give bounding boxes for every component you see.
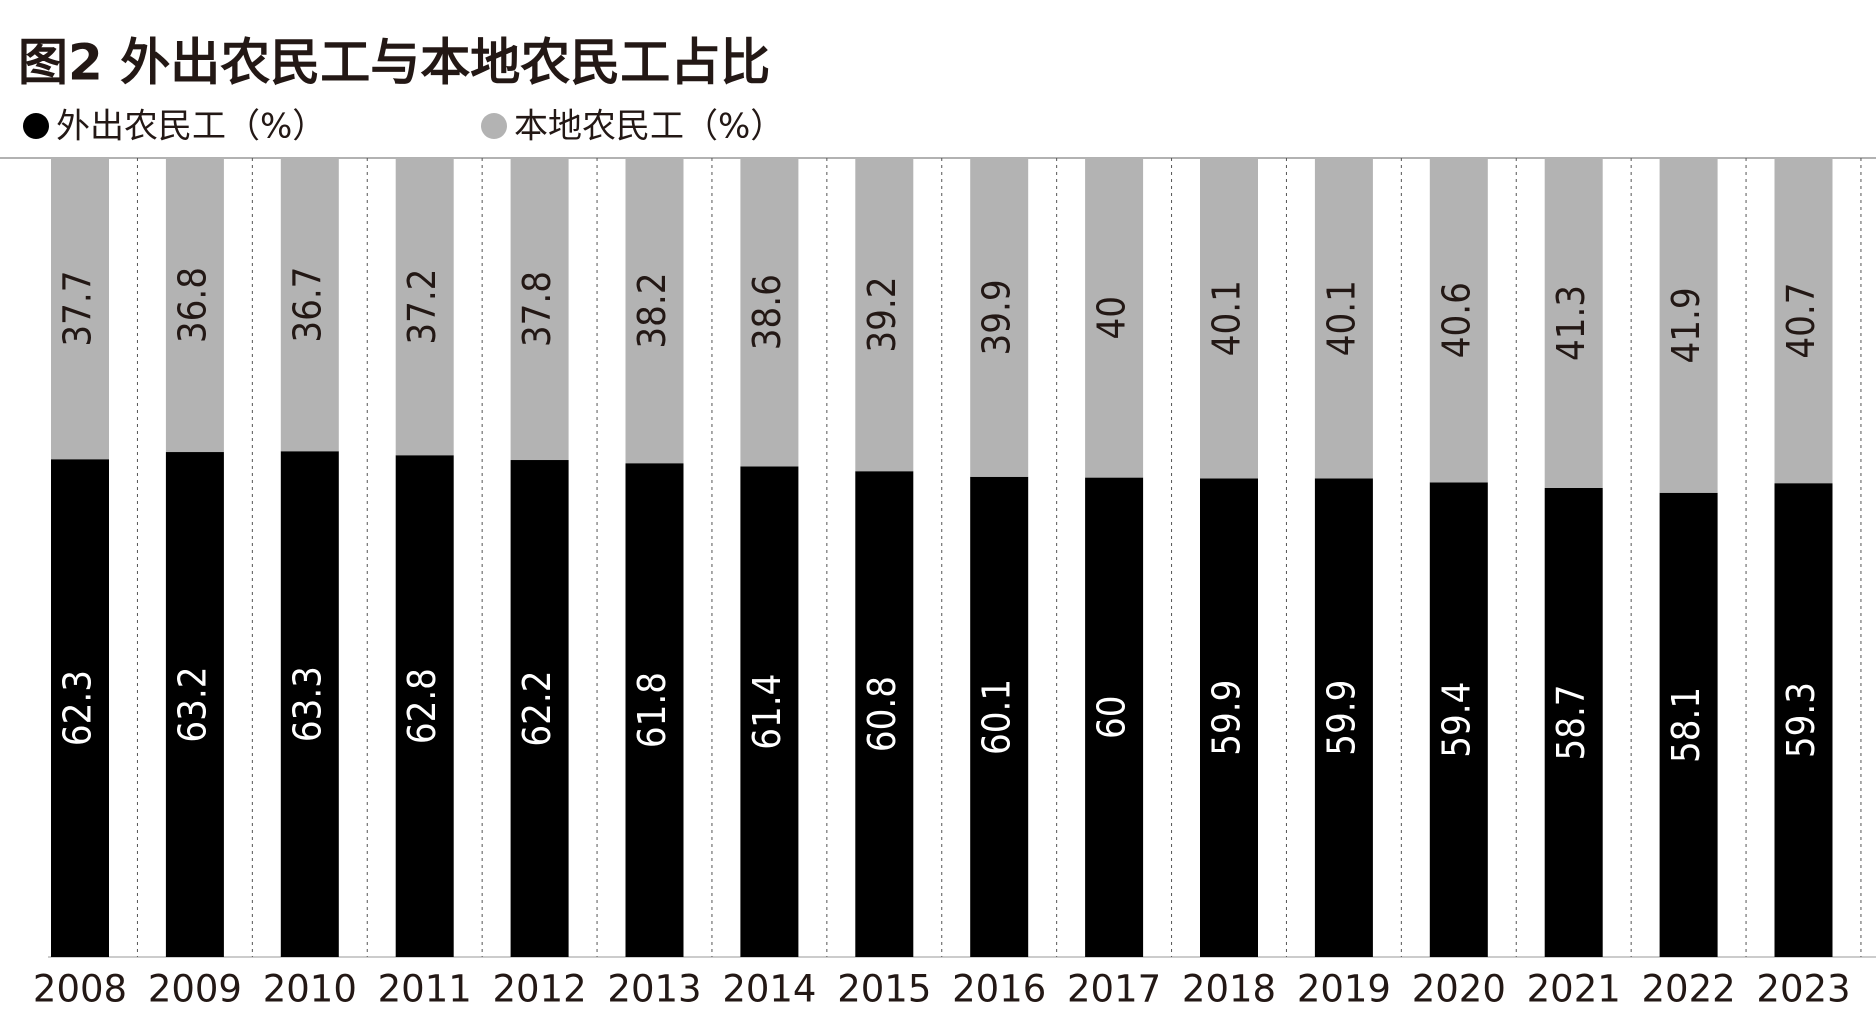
- value-label: 37.7: [56, 271, 100, 347]
- bar-segment: [970, 476, 1029, 957]
- bar-segment: [51, 459, 109, 957]
- value-label: 39.9: [975, 279, 1019, 355]
- value-label: 40.1: [1319, 280, 1363, 356]
- value-label: 39.2: [860, 277, 904, 353]
- bar-segment: [970, 158, 1029, 477]
- x-tick-label: 2021: [1527, 968, 1621, 1011]
- bar-segment: [395, 455, 454, 957]
- value-label: 58.1: [1664, 687, 1708, 763]
- x-tick-label: 2011: [378, 968, 472, 1011]
- bar-segment: [1200, 158, 1258, 479]
- bar-segment: [51, 158, 109, 460]
- x-tick-label: 2015: [837, 968, 931, 1011]
- bar-segment: [1659, 492, 1718, 957]
- bar-segment: [280, 451, 339, 957]
- value-label: 59.4: [1434, 682, 1478, 758]
- value-label: 37.2: [400, 269, 444, 345]
- x-tick-label: 2010: [263, 968, 357, 1011]
- value-label: 61.8: [630, 672, 674, 748]
- value-label: 63.3: [285, 666, 329, 742]
- bar-segment: [1429, 482, 1488, 957]
- bar-segment: [510, 460, 569, 957]
- x-tick-label: 2023: [1756, 968, 1850, 1011]
- legend-label: 外出农民工（%）: [56, 107, 326, 147]
- bar-segment: [1314, 158, 1373, 479]
- x-tick-label: 2013: [607, 968, 701, 1011]
- value-label: 58.7: [1549, 684, 1593, 760]
- x-tick-label: 2012: [493, 968, 587, 1011]
- x-tick-label: 2014: [722, 968, 816, 1011]
- bar-segment: [1429, 158, 1488, 483]
- bar-segment: [1659, 158, 1718, 493]
- legend-marker: [481, 113, 507, 139]
- x-tick-label: 2009: [148, 968, 242, 1011]
- value-label: 62.2: [515, 670, 559, 746]
- bar-segment: [395, 158, 454, 456]
- value-label: 36.8: [170, 267, 214, 343]
- value-label: 59.3: [1779, 682, 1823, 758]
- x-tick-label: 2020: [1412, 968, 1506, 1011]
- bar-segment: [510, 158, 569, 461]
- value-label: 41.3: [1549, 285, 1593, 361]
- bar-segment: [625, 158, 684, 464]
- value-label: 63.2: [170, 666, 214, 742]
- bar-segment: [1314, 478, 1373, 957]
- value-label: 61.4: [745, 674, 789, 750]
- value-label: 60.8: [860, 676, 904, 752]
- bar-segment: [625, 463, 684, 957]
- bar-segment: [280, 158, 339, 452]
- value-label: 62.8: [400, 668, 444, 744]
- bar-segment: [855, 158, 914, 472]
- bar-segment: [1774, 158, 1833, 484]
- bar-segment: [740, 158, 799, 467]
- bar-segment: [740, 466, 799, 957]
- bar-segment: [165, 158, 224, 453]
- value-label: 38.6: [745, 274, 789, 350]
- value-label: 40.1: [1205, 280, 1249, 356]
- value-label: 60.1: [975, 679, 1019, 755]
- chart-title: 图2 外出农民工与本地农民工占比: [18, 34, 770, 92]
- bar-segment: [1085, 477, 1144, 957]
- value-label: 59.9: [1205, 680, 1249, 756]
- bar-segment: [165, 452, 224, 957]
- bar-segment: [1774, 483, 1833, 957]
- value-label: 60: [1090, 696, 1134, 740]
- value-label: 36.7: [285, 267, 329, 343]
- value-label: 40.6: [1434, 282, 1478, 358]
- value-label: 62.3: [56, 670, 100, 746]
- bar-segment: [1200, 478, 1258, 957]
- value-label: 41.9: [1664, 287, 1708, 363]
- x-tick-label: 2019: [1297, 968, 1391, 1011]
- value-label: 40: [1090, 296, 1134, 340]
- value-label: 40.7: [1779, 283, 1823, 359]
- value-label: 59.9: [1319, 680, 1363, 756]
- x-tick-label: 2008: [33, 968, 127, 1011]
- x-tick-label: 2017: [1067, 968, 1161, 1011]
- legend-marker: [23, 113, 49, 139]
- x-tick-label: 2016: [952, 968, 1046, 1011]
- bar-segment: [1544, 158, 1603, 488]
- bar-segment: [1544, 487, 1603, 957]
- bar-segment: [855, 471, 914, 957]
- x-tick-label: 2018: [1182, 968, 1276, 1011]
- value-label: 37.8: [515, 271, 559, 347]
- legend-label: 本地农民工（%）: [514, 107, 784, 147]
- value-label: 38.2: [630, 273, 674, 349]
- bar-segment: [1085, 158, 1144, 478]
- x-tick-label: 2022: [1642, 968, 1736, 1011]
